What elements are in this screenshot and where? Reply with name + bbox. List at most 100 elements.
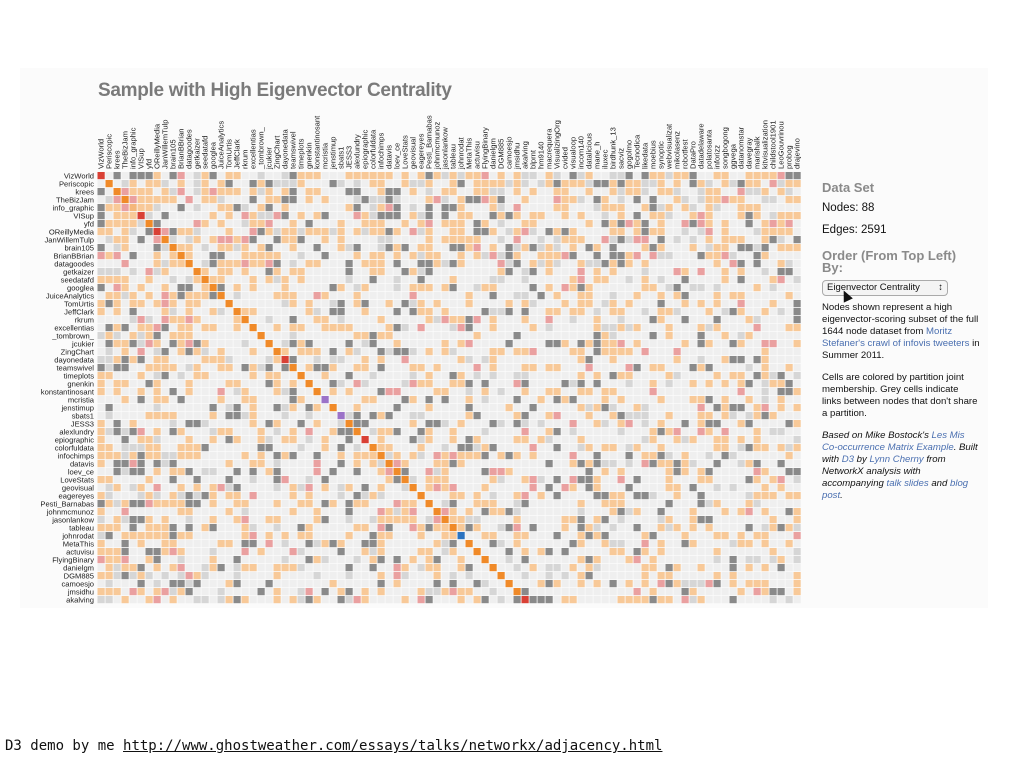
- matrix-cell[interactable]: [593, 340, 601, 348]
- matrix-cell[interactable]: [265, 412, 273, 420]
- matrix-cell[interactable]: [361, 436, 369, 444]
- matrix-cell[interactable]: [425, 444, 433, 452]
- matrix-cell[interactable]: [649, 348, 657, 356]
- matrix-cell[interactable]: [313, 452, 321, 460]
- matrix-cell[interactable]: [273, 236, 281, 244]
- matrix-cell[interactable]: [105, 412, 113, 420]
- matrix-cell[interactable]: [321, 236, 329, 244]
- matrix-cell[interactable]: [465, 516, 473, 524]
- matrix-cell[interactable]: [721, 596, 729, 604]
- matrix-cell[interactable]: [161, 460, 169, 468]
- matrix-cell[interactable]: [689, 548, 697, 556]
- matrix-cell[interactable]: [449, 428, 457, 436]
- matrix-cell[interactable]: [329, 340, 337, 348]
- matrix-cell[interactable]: [345, 284, 353, 292]
- matrix-cell[interactable]: [409, 380, 417, 388]
- matrix-cell[interactable]: [329, 516, 337, 524]
- matrix-cell[interactable]: [217, 556, 225, 564]
- matrix-cell[interactable]: [649, 412, 657, 420]
- matrix-cell[interactable]: [585, 508, 593, 516]
- matrix-cell[interactable]: [729, 292, 737, 300]
- matrix-cell[interactable]: [521, 572, 529, 580]
- matrix-cell[interactable]: [585, 180, 593, 188]
- matrix-cell[interactable]: [393, 580, 401, 588]
- matrix-cell[interactable]: [425, 220, 433, 228]
- matrix-cell[interactable]: [377, 252, 385, 260]
- matrix-cell[interactable]: [545, 556, 553, 564]
- matrix-cell[interactable]: [361, 412, 369, 420]
- matrix-cell[interactable]: [393, 292, 401, 300]
- matrix-cell[interactable]: [145, 540, 153, 548]
- matrix-cell[interactable]: [705, 428, 713, 436]
- matrix-cell[interactable]: [761, 300, 769, 308]
- matrix-cell[interactable]: [241, 508, 249, 516]
- matrix-cell[interactable]: [113, 308, 121, 316]
- matrix-cell[interactable]: [481, 492, 489, 500]
- matrix-cell[interactable]: [97, 484, 105, 492]
- matrix-cell[interactable]: [281, 516, 289, 524]
- matrix-cell[interactable]: [569, 356, 577, 364]
- matrix-cell[interactable]: [97, 372, 105, 380]
- matrix-cell[interactable]: [241, 588, 249, 596]
- matrix-cell[interactable]: [385, 404, 393, 412]
- matrix-cell[interactable]: [521, 516, 529, 524]
- matrix-cell[interactable]: [497, 236, 505, 244]
- matrix-cell[interactable]: [585, 476, 593, 484]
- matrix-cell[interactable]: [177, 460, 185, 468]
- matrix-cell[interactable]: [641, 468, 649, 476]
- matrix-cell[interactable]: [729, 596, 737, 604]
- matrix-cell[interactable]: [369, 324, 377, 332]
- matrix-cell[interactable]: [337, 316, 345, 324]
- matrix-cell[interactable]: [785, 564, 793, 572]
- matrix-cell[interactable]: [97, 236, 105, 244]
- matrix-cell[interactable]: [185, 564, 193, 572]
- matrix-cell[interactable]: [641, 404, 649, 412]
- matrix-cell[interactable]: [729, 324, 737, 332]
- matrix-cell[interactable]: [409, 260, 417, 268]
- matrix-cell[interactable]: [513, 364, 521, 372]
- matrix-cell[interactable]: [233, 316, 241, 324]
- matrix-cell[interactable]: [113, 556, 121, 564]
- matrix-cell[interactable]: [529, 180, 537, 188]
- matrix-cell[interactable]: [641, 428, 649, 436]
- matrix-cell[interactable]: [577, 428, 585, 436]
- matrix-cell[interactable]: [241, 364, 249, 372]
- matrix-cell[interactable]: [785, 220, 793, 228]
- matrix-cell[interactable]: [593, 556, 601, 564]
- matrix-cell[interactable]: [225, 420, 233, 428]
- matrix-cell[interactable]: [489, 364, 497, 372]
- matrix-cell[interactable]: [649, 492, 657, 500]
- matrix-cell[interactable]: [241, 340, 249, 348]
- matrix-cell[interactable]: [97, 380, 105, 388]
- matrix-cell[interactable]: [121, 500, 129, 508]
- matrix-cell[interactable]: [361, 180, 369, 188]
- matrix-cell[interactable]: [553, 516, 561, 524]
- matrix-cell[interactable]: [537, 492, 545, 500]
- matrix-cell[interactable]: [97, 188, 105, 196]
- matrix-cell[interactable]: [105, 180, 113, 188]
- matrix-cell[interactable]: [105, 276, 113, 284]
- matrix-cell[interactable]: [769, 236, 777, 244]
- matrix-cell[interactable]: [233, 452, 241, 460]
- matrix-cell[interactable]: [217, 372, 225, 380]
- matrix-cell[interactable]: [673, 532, 681, 540]
- matrix-cell[interactable]: [489, 196, 497, 204]
- matrix-cell[interactable]: [313, 348, 321, 356]
- matrix-cell[interactable]: [145, 292, 153, 300]
- matrix-cell[interactable]: [649, 484, 657, 492]
- matrix-cell[interactable]: [697, 588, 705, 596]
- matrix-cell[interactable]: [649, 372, 657, 380]
- matrix-cell[interactable]: [545, 260, 553, 268]
- matrix-cell[interactable]: [241, 484, 249, 492]
- matrix-cell[interactable]: [609, 220, 617, 228]
- matrix-cell[interactable]: [177, 468, 185, 476]
- matrix-cell[interactable]: [169, 324, 177, 332]
- matrix-cell[interactable]: [673, 396, 681, 404]
- matrix-cell[interactable]: [161, 212, 169, 220]
- matrix-cell[interactable]: [681, 436, 689, 444]
- matrix-cell[interactable]: [793, 548, 801, 556]
- matrix-cell[interactable]: [593, 364, 601, 372]
- matrix-cell[interactable]: [313, 436, 321, 444]
- matrix-cell[interactable]: [761, 268, 769, 276]
- matrix-cell[interactable]: [665, 436, 673, 444]
